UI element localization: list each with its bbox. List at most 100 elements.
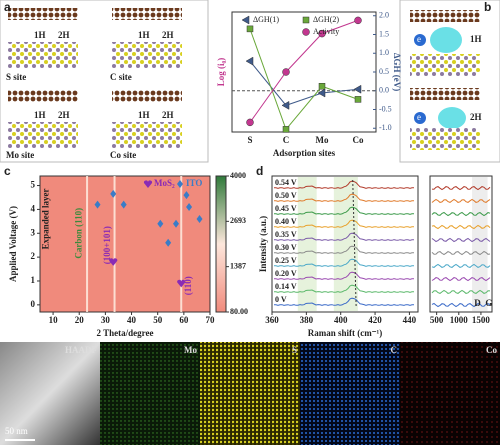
panel-label: c xyxy=(4,164,11,178)
charge-density xyxy=(430,27,462,53)
carbon-layer xyxy=(410,88,480,100)
series-line xyxy=(249,19,359,123)
point xyxy=(157,219,164,228)
annotation: G xyxy=(485,298,492,308)
curve-label: 0.50 V xyxy=(275,191,297,200)
curve-label: 0.20 V xyxy=(275,269,297,278)
site-label: S site xyxy=(6,72,26,82)
spectrum xyxy=(273,271,415,280)
y2-tick-label: 0.5 xyxy=(379,67,389,76)
spectrum xyxy=(273,193,415,202)
spectrum xyxy=(273,297,415,306)
site-label: Co site xyxy=(110,150,136,160)
annotation: Carbon (110) xyxy=(73,208,83,259)
h-label: 2H xyxy=(58,30,70,40)
y2-tick-label: 1.5 xyxy=(379,29,389,38)
x-tick-label: 60 xyxy=(179,315,189,325)
x2-tick-label: 1000 xyxy=(450,315,469,325)
x-tick-label: 360 xyxy=(265,315,279,325)
point xyxy=(110,189,117,198)
legend-marker xyxy=(177,180,183,188)
spectrum xyxy=(273,219,415,228)
spectrum xyxy=(273,284,415,293)
h-label: 1H xyxy=(34,110,46,120)
curve-label: 0.45 V xyxy=(275,204,297,213)
series-line xyxy=(249,60,359,106)
spectrum xyxy=(273,206,415,215)
highlight xyxy=(472,177,488,311)
electron-label: e xyxy=(417,34,421,44)
point xyxy=(186,203,193,212)
legend-label: Activity xyxy=(313,27,339,36)
h-label: 1H xyxy=(470,34,482,44)
spectrum xyxy=(273,258,415,267)
x-tick-label: 440 xyxy=(403,315,417,325)
y2-tick-label: -0.5 xyxy=(379,104,392,113)
x2-tick-label: 500 xyxy=(430,315,444,325)
mos2-layer xyxy=(112,42,182,68)
point xyxy=(173,219,179,228)
annotation: (110) xyxy=(183,276,193,295)
mo-map xyxy=(100,342,200,445)
x-tick-label: S xyxy=(247,135,252,145)
x-tick-label: 30 xyxy=(101,315,111,325)
carbon-layer xyxy=(410,10,480,22)
mos2-layer xyxy=(112,122,182,148)
annotation: D xyxy=(474,298,481,308)
x-axis-label: Adsorption sites xyxy=(273,148,336,158)
electron-label: e xyxy=(417,112,421,122)
legend-label: ΔGH(2) xyxy=(313,15,339,24)
point xyxy=(165,238,172,247)
legend-marker xyxy=(302,16,310,24)
point xyxy=(354,16,362,25)
x-axis-label: 2 Theta/degree xyxy=(97,328,154,338)
carbon-layer xyxy=(112,8,182,20)
point xyxy=(317,88,326,98)
x-tick-label: 420 xyxy=(368,315,382,325)
x-tick-label: 70 xyxy=(206,315,216,325)
h-label: 1H xyxy=(34,30,46,40)
curve-label: 0.14 V xyxy=(275,282,297,291)
point xyxy=(246,118,254,127)
carbon-layer xyxy=(8,90,78,102)
spectrum xyxy=(431,186,491,191)
x-tick-label: 40 xyxy=(127,315,137,325)
panel-b: b e 1H e 2H xyxy=(399,0,500,163)
y-axis-label: Intensity (a.u.) xyxy=(258,216,268,272)
heat-stripe xyxy=(180,176,183,312)
scale-bar-label: 50 nm xyxy=(5,426,28,436)
h-label: 2H xyxy=(162,30,174,40)
spectrum xyxy=(273,245,415,254)
point xyxy=(120,200,127,209)
x-tick-label: 400 xyxy=(334,315,348,325)
curve-label: 0.30 V xyxy=(275,243,297,252)
y-tick-label: 0 xyxy=(31,299,36,309)
site-label: C site xyxy=(110,72,132,82)
electron-icon xyxy=(414,112,426,124)
spectrum xyxy=(431,263,491,268)
spectrum xyxy=(273,180,415,189)
x-tick-label: Co xyxy=(353,135,364,145)
point xyxy=(353,84,362,94)
x-tick-label: 50 xyxy=(153,315,163,325)
y-tick-label: 5 xyxy=(31,180,36,190)
point xyxy=(354,96,362,103)
heat-stripe xyxy=(86,176,89,312)
co-map xyxy=(400,342,500,445)
mos2-layer xyxy=(8,42,78,68)
annotation: (100+101) xyxy=(102,226,112,264)
y-tick-label: 4 xyxy=(31,203,36,213)
carbon-layer xyxy=(112,90,182,102)
point xyxy=(177,279,186,288)
carbon-layer xyxy=(8,8,78,20)
x-tick-label: 20 xyxy=(75,315,85,325)
colorbar-tick-label: 1387 xyxy=(230,261,246,270)
point xyxy=(246,25,254,33)
curve-label: 0.35 V xyxy=(275,230,297,239)
x2-tick-label: 1500 xyxy=(472,315,491,325)
point xyxy=(94,200,101,209)
point xyxy=(109,258,118,266)
x-tick-label: 10 xyxy=(49,315,59,325)
spectrum xyxy=(431,237,491,243)
